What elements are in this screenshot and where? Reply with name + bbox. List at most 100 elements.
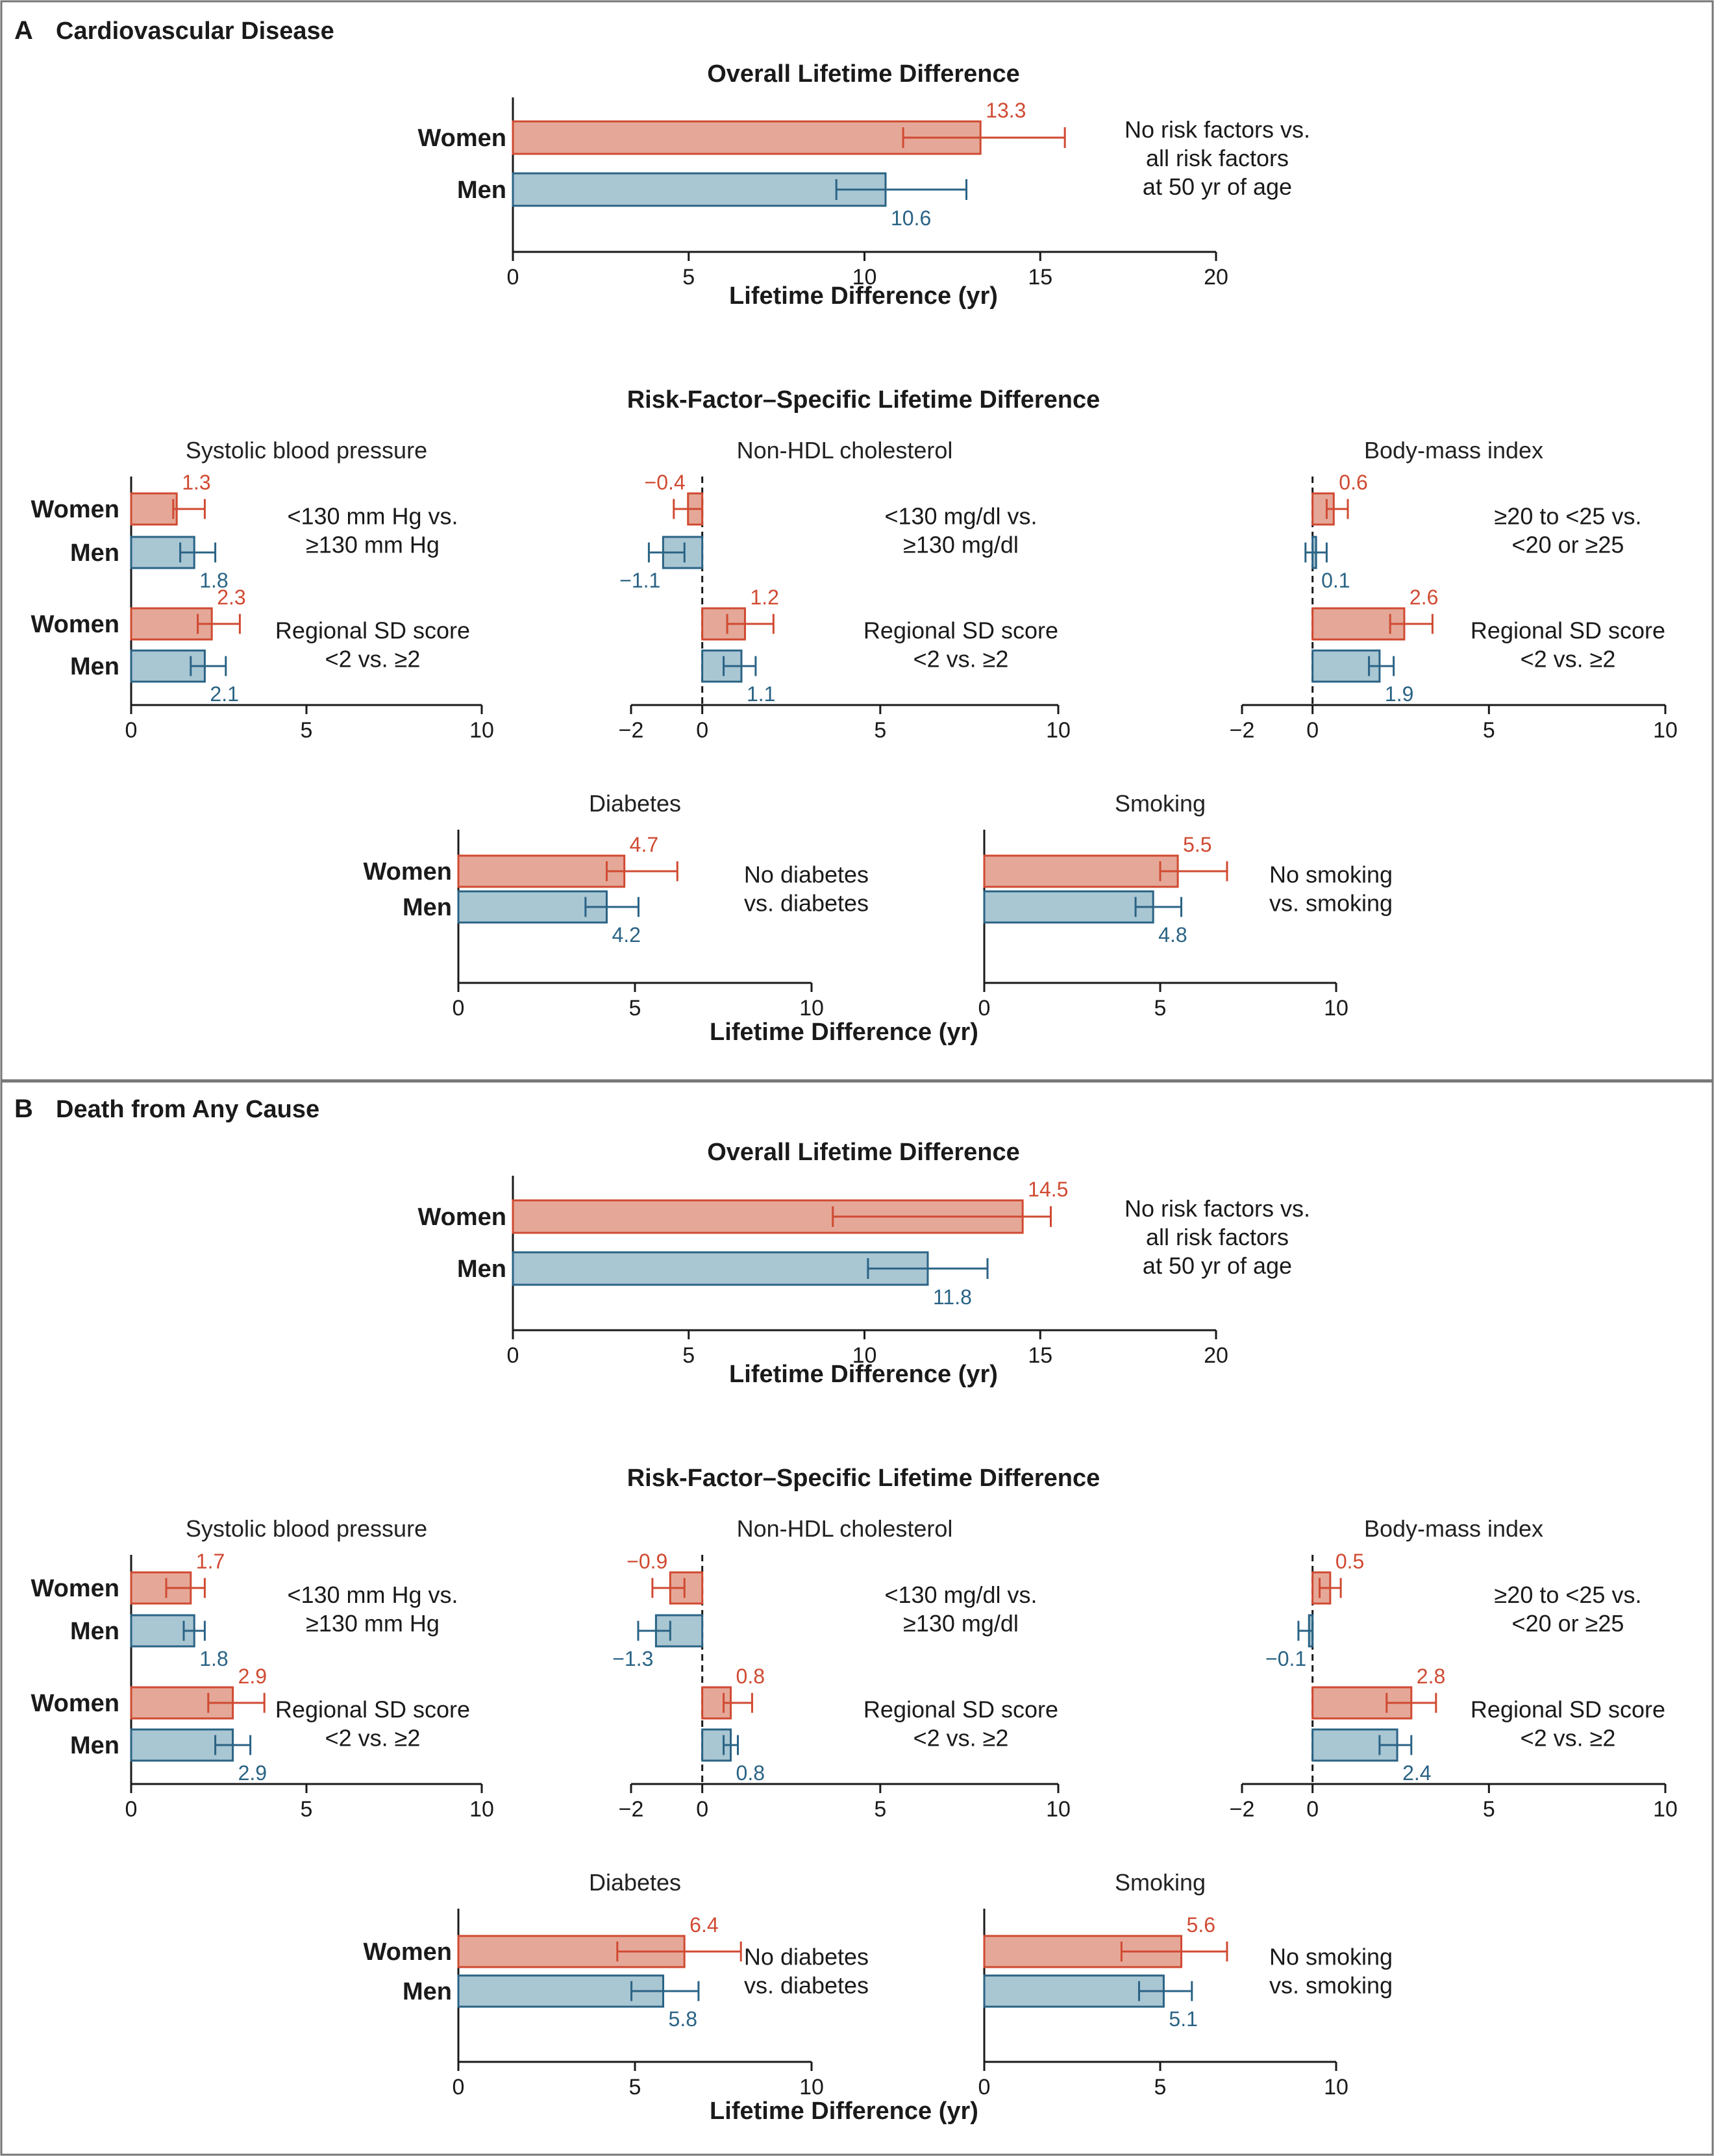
men-bar <box>457 890 608 924</box>
men-bar <box>983 890 1154 924</box>
men-value-label: −0.1 <box>1265 1647 1306 1670</box>
x-tick-label: 10 <box>469 718 494 743</box>
x-tick-label: 5 <box>1483 718 1495 743</box>
comparison-note: all risk factors <box>1146 1224 1289 1250</box>
women-bar <box>701 1686 732 1720</box>
panel-title: Death from Any Cause <box>56 1096 319 1123</box>
x-tick-label: 0 <box>978 996 991 1021</box>
men-category-label: Men <box>70 653 119 680</box>
x-tick-label: 5 <box>682 265 695 290</box>
subplot-non-hdl-cholesterol: Non-HDL cholesterol −0.4 −1.1 <130 mg/dl vs… <box>619 437 1071 743</box>
women-value-label: 6.4 <box>689 1913 718 1937</box>
men-category-label: Men <box>70 1732 119 1759</box>
subplot-systolic-blood-pressure: Systolic blood pressure 1.3 Women 1.8 Men <13… <box>31 437 493 743</box>
comparison-note: No diabetes <box>744 1944 869 1970</box>
women-bar <box>983 1935 1183 1968</box>
subplot-title: Body-mass index <box>1364 437 1543 464</box>
women-value-label: 4.7 <box>630 833 658 856</box>
comparison-note: <2 vs. ≥2 <box>1521 1725 1616 1752</box>
comparison-note: vs. diabetes <box>744 1972 869 1999</box>
comparison-note: <2 vs. ≥2 <box>913 1725 1009 1752</box>
panel-title: Cardiovascular Disease <box>56 18 334 45</box>
subplot-non-hdl-cholesterol: Non-HDL cholesterol −0.9 −1.3 <130 mg/dl vs… <box>612 1515 1071 1822</box>
women-category-label: Women <box>31 496 119 523</box>
x-tick-label: 5 <box>301 718 313 743</box>
x-tick-label: 15 <box>1028 265 1052 290</box>
x-tick-label: 10 <box>1324 996 1348 1021</box>
men-value-label: 0.1 <box>1321 569 1350 592</box>
x-tick-label: 5 <box>1154 996 1167 1021</box>
women-category-label: Women <box>31 1690 119 1717</box>
men-category-label: Men <box>70 1618 119 1645</box>
men-value-label: −1.3 <box>612 1647 653 1670</box>
women-bar <box>1311 607 1406 641</box>
specific-title: Risk-Factor–Specific Lifetime Difference <box>627 386 1100 414</box>
x-tick-label: 0 <box>453 996 465 1021</box>
x-tick-label: 0 <box>696 718 708 743</box>
comparison-note: ≥20 to <25 vs. <box>1495 503 1642 530</box>
x-tick-label: 5 <box>874 1797 886 1822</box>
men-value-label: 5.8 <box>669 2007 697 2031</box>
comparison-note: Regional SD score <box>1471 617 1665 644</box>
men-value-label: −1.1 <box>619 569 660 592</box>
x-tick-label: 0 <box>125 1797 138 1822</box>
comparison-note: <2 vs. ≥2 <box>325 1725 421 1752</box>
x-tick-label: 10 <box>1324 2075 1348 2100</box>
subplot-systolic-blood-pressure: Systolic blood pressure 1.7 Women 1.8 Men <13… <box>31 1515 493 1822</box>
x-tick-label: 0 <box>125 718 138 743</box>
x-tick-label: 0 <box>507 1343 519 1368</box>
women-bar <box>130 492 178 526</box>
comparison-note: vs. diabetes <box>744 890 869 917</box>
men-bar <box>512 172 887 207</box>
subplot-title: Systolic blood pressure <box>186 1515 427 1542</box>
x-tick-label: −2 <box>1230 1797 1255 1822</box>
men-category-label: Men <box>457 1256 506 1283</box>
x-tick-label: 10 <box>469 1797 494 1822</box>
comparison-note: No smoking <box>1269 1944 1393 1970</box>
panel-a: A Cardiovascular Disease Overall Lifetime … <box>0 0 1714 1082</box>
x-tick-label: 10 <box>1046 718 1071 743</box>
comparison-note: ≥130 mg/dl <box>903 1610 1019 1637</box>
comparison-note: No risk factors vs. <box>1124 116 1310 143</box>
panel-frame <box>0 0 1714 1082</box>
comparison-note: at 50 yr of age <box>1143 173 1292 200</box>
men-value-label: 10.6 <box>891 206 931 230</box>
comparison-note: No diabetes <box>744 861 869 888</box>
panel-frame <box>0 1080 1714 2156</box>
comparison-note: <130 mg/dl vs. <box>884 503 1037 530</box>
women-value-label: 1.2 <box>750 586 778 609</box>
men-value-label: 1.8 <box>199 1647 228 1670</box>
women-bar <box>457 854 626 888</box>
women-value-label: 1.7 <box>196 1550 225 1573</box>
women-value-label: −0.4 <box>645 471 686 494</box>
comparison-note: Regional SD score <box>863 617 1058 644</box>
comparison-note: <2 vs. ≥2 <box>325 646 421 673</box>
women-category-label: Women <box>417 125 506 152</box>
x-tick-label: 10 <box>799 2075 824 2100</box>
comparison-note: Regional SD score <box>1471 1696 1665 1723</box>
x-tick-label: 0 <box>978 2075 991 2100</box>
comparison-note: Regional SD score <box>863 1696 1058 1723</box>
overall-chart: Overall Lifetime Difference 13.3 Women 10.6… <box>417 60 1310 310</box>
men-value-label: 5.1 <box>1169 2007 1197 2031</box>
x-tick-label: 10 <box>799 996 824 1021</box>
men-value-label: 4.2 <box>612 923 640 947</box>
women-value-label: 1.3 <box>182 471 210 494</box>
men-value-label: 2.9 <box>238 1761 267 1785</box>
women-value-label: 0.8 <box>736 1665 765 1688</box>
x-tick-label: −2 <box>1230 718 1255 743</box>
comparison-note: <20 or ≥25 <box>1512 532 1624 558</box>
x-tick-label: 10 <box>852 1343 877 1368</box>
x-tick-label: 0 <box>453 2075 465 2100</box>
panel-letter: B <box>14 1095 33 1123</box>
x-tick-label: 5 <box>874 718 886 743</box>
women-category-label: Women <box>31 611 119 638</box>
women-category-label: Women <box>363 858 452 886</box>
comparison-note: <2 vs. ≥2 <box>1521 646 1616 673</box>
x-tick-label: 0 <box>1306 1797 1319 1822</box>
specific-title: Risk-Factor–Specific Lifetime Difference <box>627 1465 1100 1492</box>
subplot-title: Non-HDL cholesterol <box>737 1515 953 1542</box>
